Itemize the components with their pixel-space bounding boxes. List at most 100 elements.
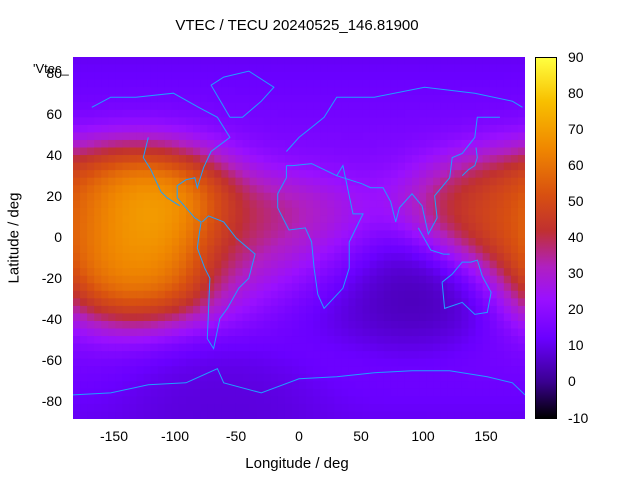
heatmap-cell bbox=[412, 207, 420, 216]
heatmap-cell bbox=[447, 245, 455, 254]
heatmap-cell bbox=[270, 298, 279, 307]
heatmap-cell bbox=[355, 109, 364, 118]
heatmap-cell bbox=[369, 388, 378, 397]
heatmap-cell bbox=[482, 283, 491, 292]
heatmap-cell bbox=[475, 238, 484, 247]
heatmap-cell bbox=[440, 373, 448, 382]
heatmap-cell bbox=[404, 162, 413, 171]
heatmap-cell bbox=[73, 358, 81, 367]
heatmap-cell bbox=[362, 94, 371, 103]
heatmap-cell bbox=[489, 207, 498, 216]
heatmap-cell bbox=[150, 313, 159, 322]
heatmap-cell bbox=[277, 336, 286, 345]
heatmap-cell bbox=[200, 238, 208, 247]
heatmap-cell bbox=[390, 64, 399, 73]
heatmap-cell bbox=[517, 64, 525, 73]
heatmap-cell bbox=[383, 207, 392, 216]
heatmap-cell bbox=[341, 411, 350, 419]
heatmap-cell bbox=[270, 373, 279, 382]
heatmap-cell bbox=[235, 238, 244, 247]
heatmap-cell bbox=[510, 320, 519, 330]
heatmap-cell bbox=[341, 94, 350, 103]
heatmap-cell bbox=[510, 411, 519, 419]
heatmap-cell bbox=[489, 109, 498, 118]
heatmap-cell bbox=[242, 215, 251, 224]
heatmap-cell bbox=[277, 366, 286, 375]
heatmap-cell bbox=[341, 72, 350, 81]
heatmap-cell bbox=[510, 109, 519, 118]
heatmap-cell bbox=[383, 155, 392, 164]
heatmap-cell bbox=[503, 215, 512, 224]
heatmap-cell bbox=[256, 79, 265, 88]
heatmap-cell bbox=[122, 222, 131, 232]
heatmap-cell bbox=[73, 57, 81, 66]
heatmap-cell bbox=[496, 373, 505, 382]
heatmap-cell bbox=[263, 102, 272, 111]
heatmap-cell bbox=[503, 253, 512, 262]
heatmap-cell bbox=[136, 275, 145, 284]
heatmap-cell bbox=[263, 185, 272, 194]
heatmap-cell bbox=[87, 305, 95, 315]
heatmap-cell bbox=[454, 185, 463, 194]
heatmap-cell bbox=[221, 403, 229, 413]
heatmap-cell bbox=[510, 358, 519, 367]
heatmap-cell bbox=[362, 403, 371, 413]
heatmap-cell bbox=[517, 238, 525, 247]
heatmap-cell bbox=[482, 396, 491, 405]
heatmap-cell bbox=[468, 79, 477, 88]
heatmap-cell bbox=[87, 373, 95, 382]
heatmap-cell bbox=[171, 192, 180, 201]
heatmap-cell bbox=[284, 290, 293, 299]
heatmap-cell bbox=[242, 139, 251, 149]
heatmap-cell bbox=[291, 260, 300, 269]
heatmap-cell bbox=[426, 351, 434, 360]
heatmap-cell bbox=[284, 230, 293, 239]
heatmap-cell bbox=[489, 358, 498, 367]
heatmap-cell bbox=[440, 268, 448, 277]
heatmap-cell bbox=[108, 162, 116, 171]
heatmap-cell bbox=[320, 57, 328, 66]
heatmap-cell bbox=[461, 139, 470, 149]
heatmap-cell bbox=[419, 139, 427, 149]
heatmap-cell bbox=[73, 207, 81, 216]
heatmap-cell bbox=[489, 72, 498, 81]
heatmap-cell bbox=[73, 411, 81, 419]
heatmap-cell bbox=[517, 87, 525, 96]
heatmap-cell bbox=[284, 411, 293, 419]
heatmap-cell bbox=[313, 222, 321, 232]
heatmap-cell bbox=[362, 117, 371, 126]
heatmap-cell bbox=[186, 388, 194, 397]
heatmap-cell bbox=[87, 396, 95, 405]
heatmap-cell bbox=[122, 283, 131, 292]
heatmap-cell bbox=[136, 366, 145, 375]
heatmap-cell bbox=[390, 328, 399, 337]
heatmap-cell bbox=[510, 79, 519, 88]
heatmap-cell bbox=[482, 245, 491, 254]
heatmap-cell bbox=[299, 336, 307, 345]
heatmap-cell bbox=[447, 132, 455, 141]
heatmap-cell bbox=[228, 155, 237, 164]
heatmap-cell bbox=[129, 396, 138, 405]
heatmap-cell bbox=[80, 275, 88, 284]
heatmap-cell bbox=[426, 215, 434, 224]
heatmap-cell bbox=[143, 336, 152, 345]
heatmap-cell bbox=[256, 102, 265, 111]
heatmap-cell bbox=[171, 79, 180, 88]
heatmap-cell bbox=[433, 268, 441, 277]
heatmap-cell bbox=[171, 72, 180, 81]
heatmap-cell bbox=[101, 396, 109, 405]
heatmap-cell bbox=[73, 162, 81, 171]
heatmap-cell bbox=[503, 336, 512, 345]
heatmap-cell bbox=[115, 170, 124, 179]
heatmap-cell bbox=[355, 132, 364, 141]
heatmap-cell bbox=[468, 139, 477, 149]
heatmap-cell bbox=[517, 373, 525, 382]
heatmap-cell bbox=[327, 336, 335, 345]
heatmap-cell bbox=[164, 245, 173, 254]
heatmap-cell bbox=[171, 155, 180, 164]
heatmap-cell bbox=[214, 245, 222, 254]
heatmap-cell bbox=[313, 411, 321, 419]
heatmap-cell bbox=[101, 109, 109, 118]
heatmap-cell bbox=[489, 253, 498, 262]
heatmap-cell bbox=[164, 192, 173, 201]
